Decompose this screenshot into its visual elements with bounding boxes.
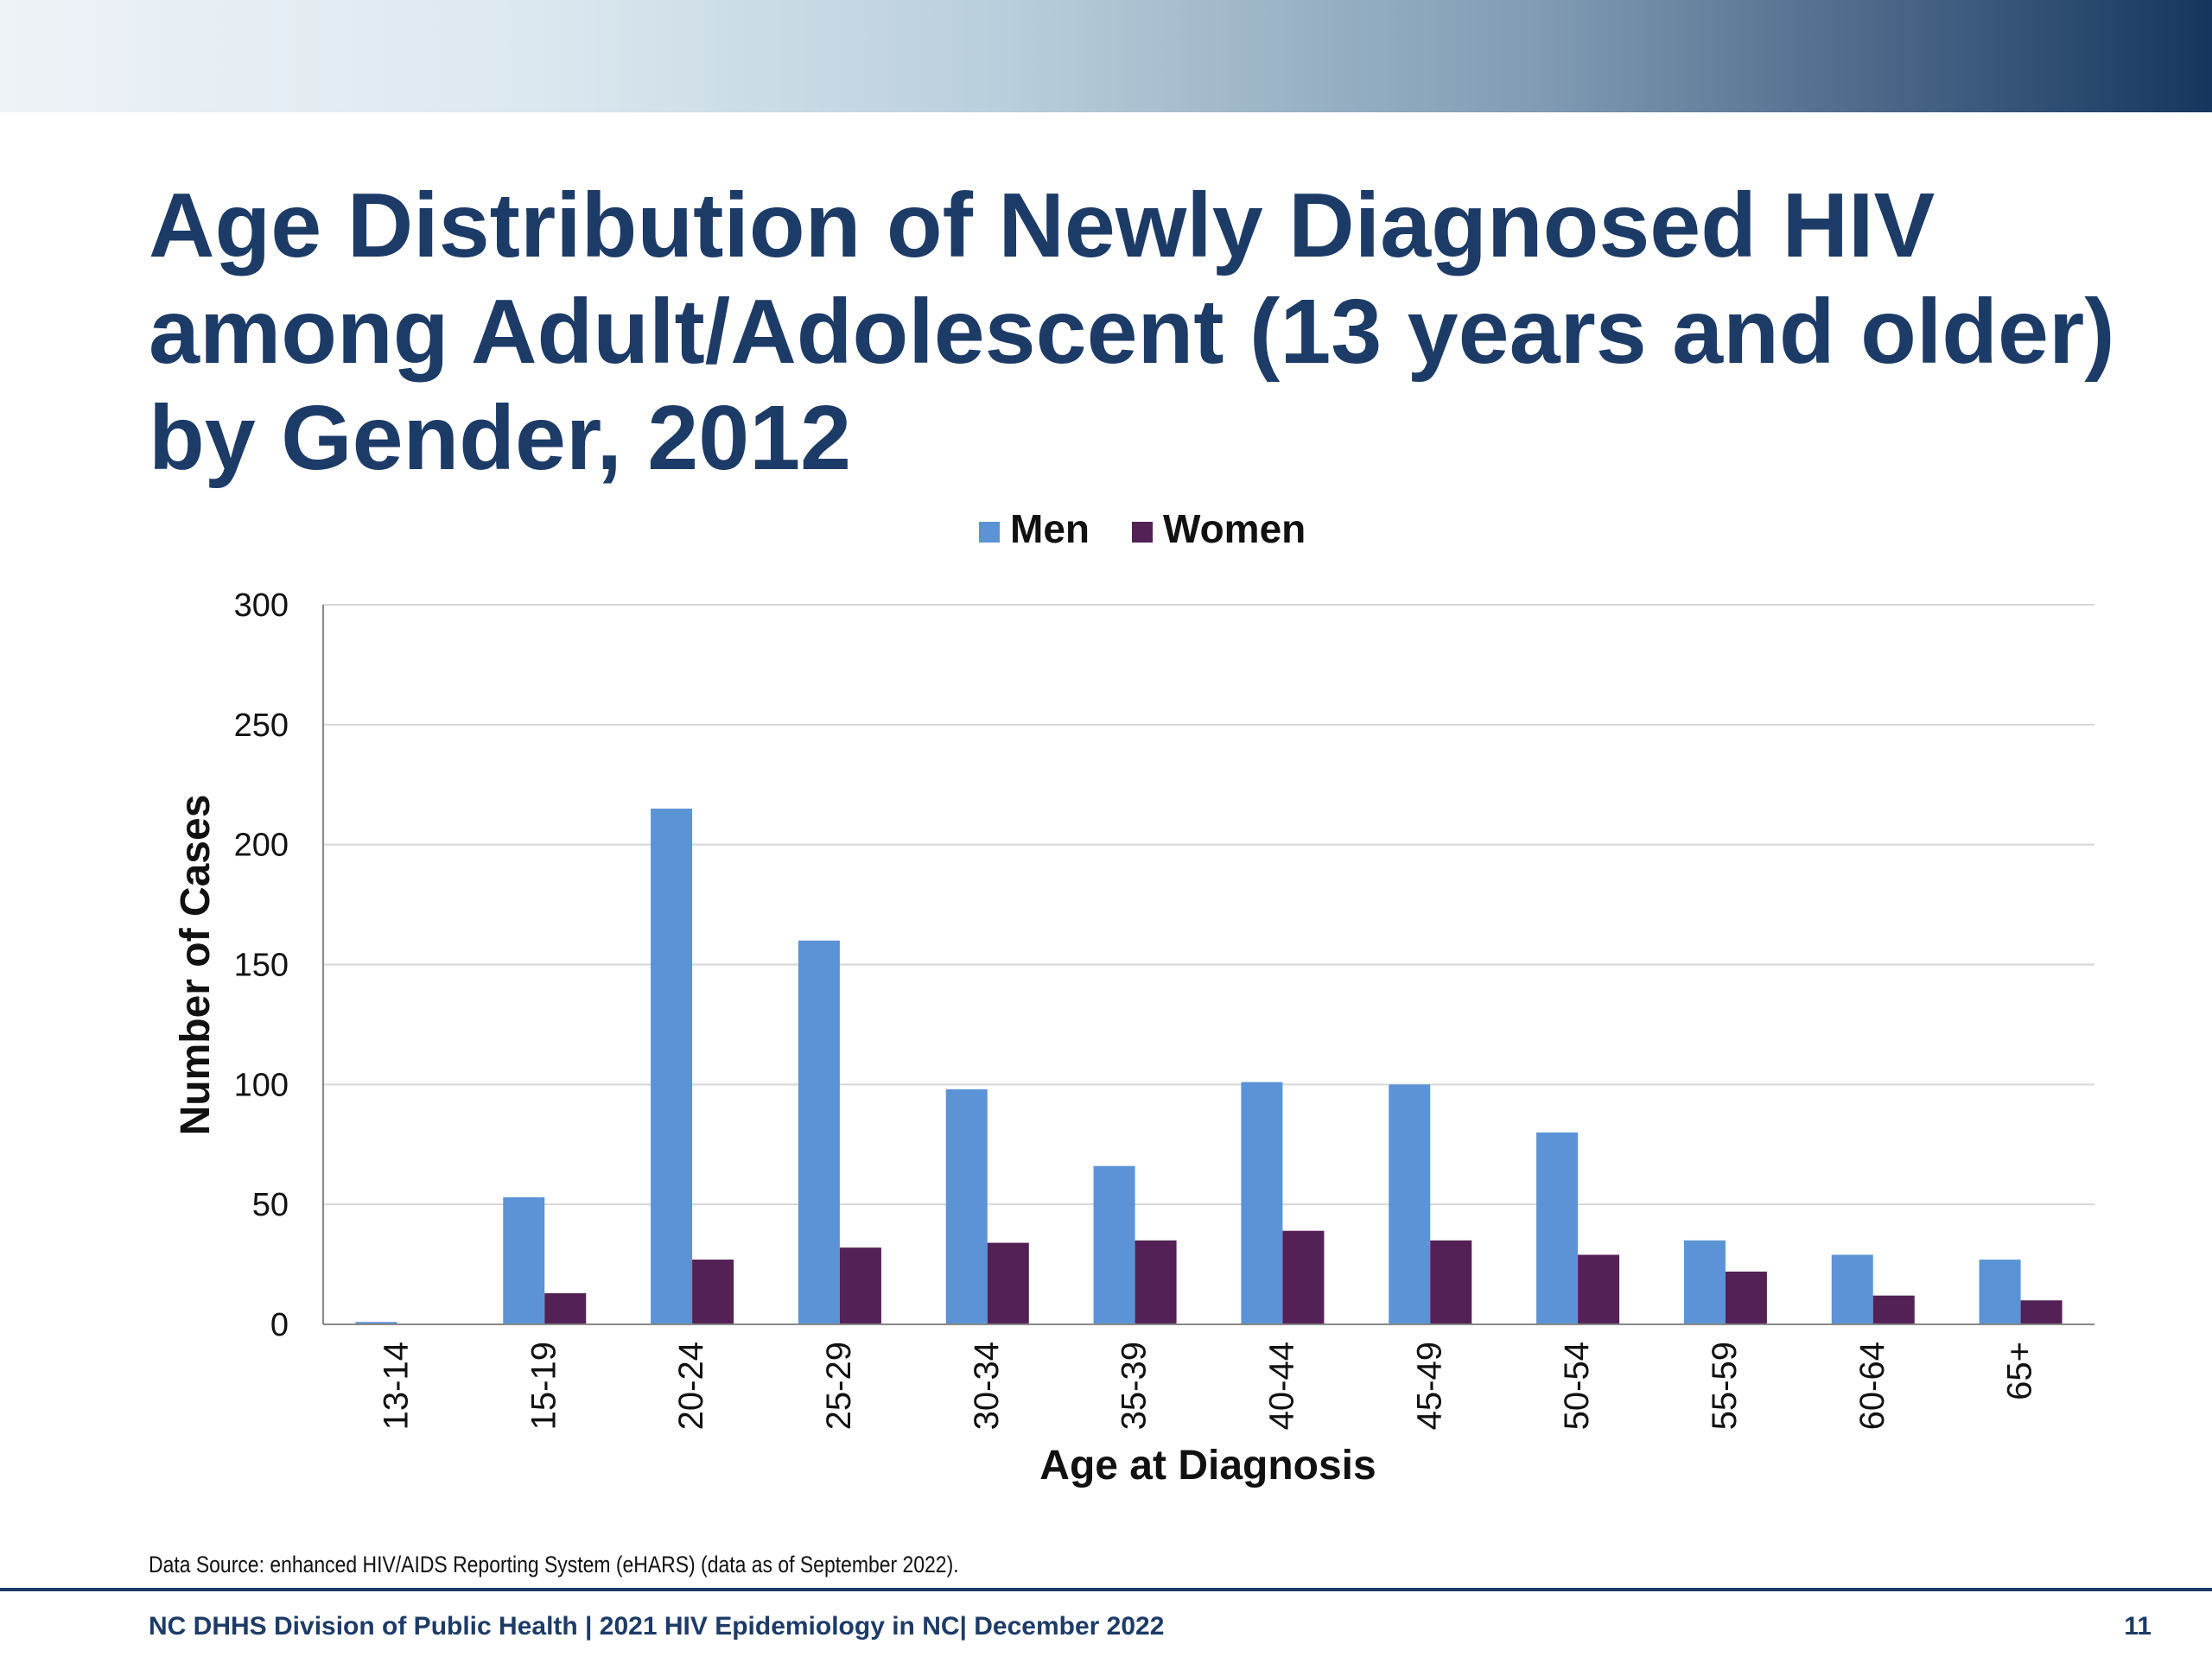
header-gradient-band: [0, 0, 2212, 112]
y-tick-label: 50: [252, 1187, 289, 1223]
bar-men: [1979, 1260, 2021, 1324]
bar-women: [1135, 1240, 1177, 1324]
x-tick-label: 50-54: [1558, 1342, 1596, 1430]
bar-men: [651, 809, 693, 1324]
slide-title: Age Distribution of Newly Diagnosed HIV …: [149, 175, 2115, 489]
bar-women: [1430, 1240, 1472, 1324]
x-tick-label: 15-19: [524, 1342, 563, 1430]
bar-women: [839, 1247, 881, 1324]
y-tick-label: 100: [234, 1067, 289, 1103]
x-tick-label: 25-29: [820, 1342, 858, 1430]
x-axis-title: Age at Diagnosis: [1039, 1443, 1376, 1488]
footer-divider: [0, 1588, 2212, 1591]
legend-label-women: Women: [1163, 506, 1306, 551]
x-tick-label: 65+: [2001, 1342, 2039, 1400]
bar-men: [1241, 1082, 1283, 1324]
x-tick-label: 30-34: [968, 1342, 1006, 1430]
bar-women: [987, 1242, 1029, 1324]
bar-men: [945, 1089, 988, 1324]
axes: 0 50 100 150 200 250 300 13-14 15-19 20-24 25-29 30…: [234, 587, 2094, 1430]
bar-women: [1578, 1254, 1620, 1324]
x-tick-label: 13-14: [377, 1342, 415, 1430]
data-source-note: Data Source: enhanced HIV/AIDS Reporting…: [149, 1552, 959, 1577]
x-tick-label: 45-49: [1410, 1342, 1448, 1430]
bar-men: [1831, 1254, 1873, 1324]
y-tick-label: 200: [234, 828, 289, 864]
x-tick-label: 20-24: [672, 1342, 710, 1430]
bar-men: [1683, 1240, 1726, 1324]
bar-men: [1093, 1165, 1135, 1324]
x-tick-label: 60-64: [1853, 1342, 1891, 1430]
bar-men: [798, 940, 840, 1324]
bar-men: [355, 1322, 397, 1324]
x-tick-label: 55-59: [1706, 1342, 1744, 1430]
y-tick-label: 150: [234, 948, 289, 984]
legend-swatch-women: [1132, 522, 1153, 543]
y-tick-label: 300: [234, 587, 289, 624]
y-tick-label: 0: [270, 1307, 289, 1343]
gridlines: [323, 604, 2094, 1325]
legend-swatch-men: [979, 522, 1000, 543]
y-axis-title: Number of Cases: [173, 795, 219, 1136]
y-tick-label: 250: [234, 708, 289, 744]
bar-men: [1389, 1084, 1431, 1324]
bar-men: [503, 1196, 545, 1324]
x-tick-label: 40-44: [1262, 1342, 1300, 1430]
bar-women: [544, 1292, 587, 1324]
bar-women: [1282, 1230, 1325, 1324]
x-tick-label: 35-39: [1116, 1342, 1154, 1430]
legend-label-men: Men: [1010, 506, 1090, 551]
bar-women: [1725, 1271, 1767, 1324]
axis-labels: Age at Diagnosis Number of Cases: [173, 795, 1376, 1488]
bar-women: [692, 1260, 734, 1324]
bar-women: [1872, 1295, 1915, 1324]
legend: Men Women: [979, 506, 1306, 551]
bar-men: [1536, 1132, 1579, 1324]
bars: [355, 809, 2063, 1324]
footer-text: NC DHHS Division of Public Health | 2021…: [149, 1612, 1165, 1641]
bar-women: [2020, 1300, 2063, 1324]
page-number: 11: [2124, 1612, 2152, 1641]
